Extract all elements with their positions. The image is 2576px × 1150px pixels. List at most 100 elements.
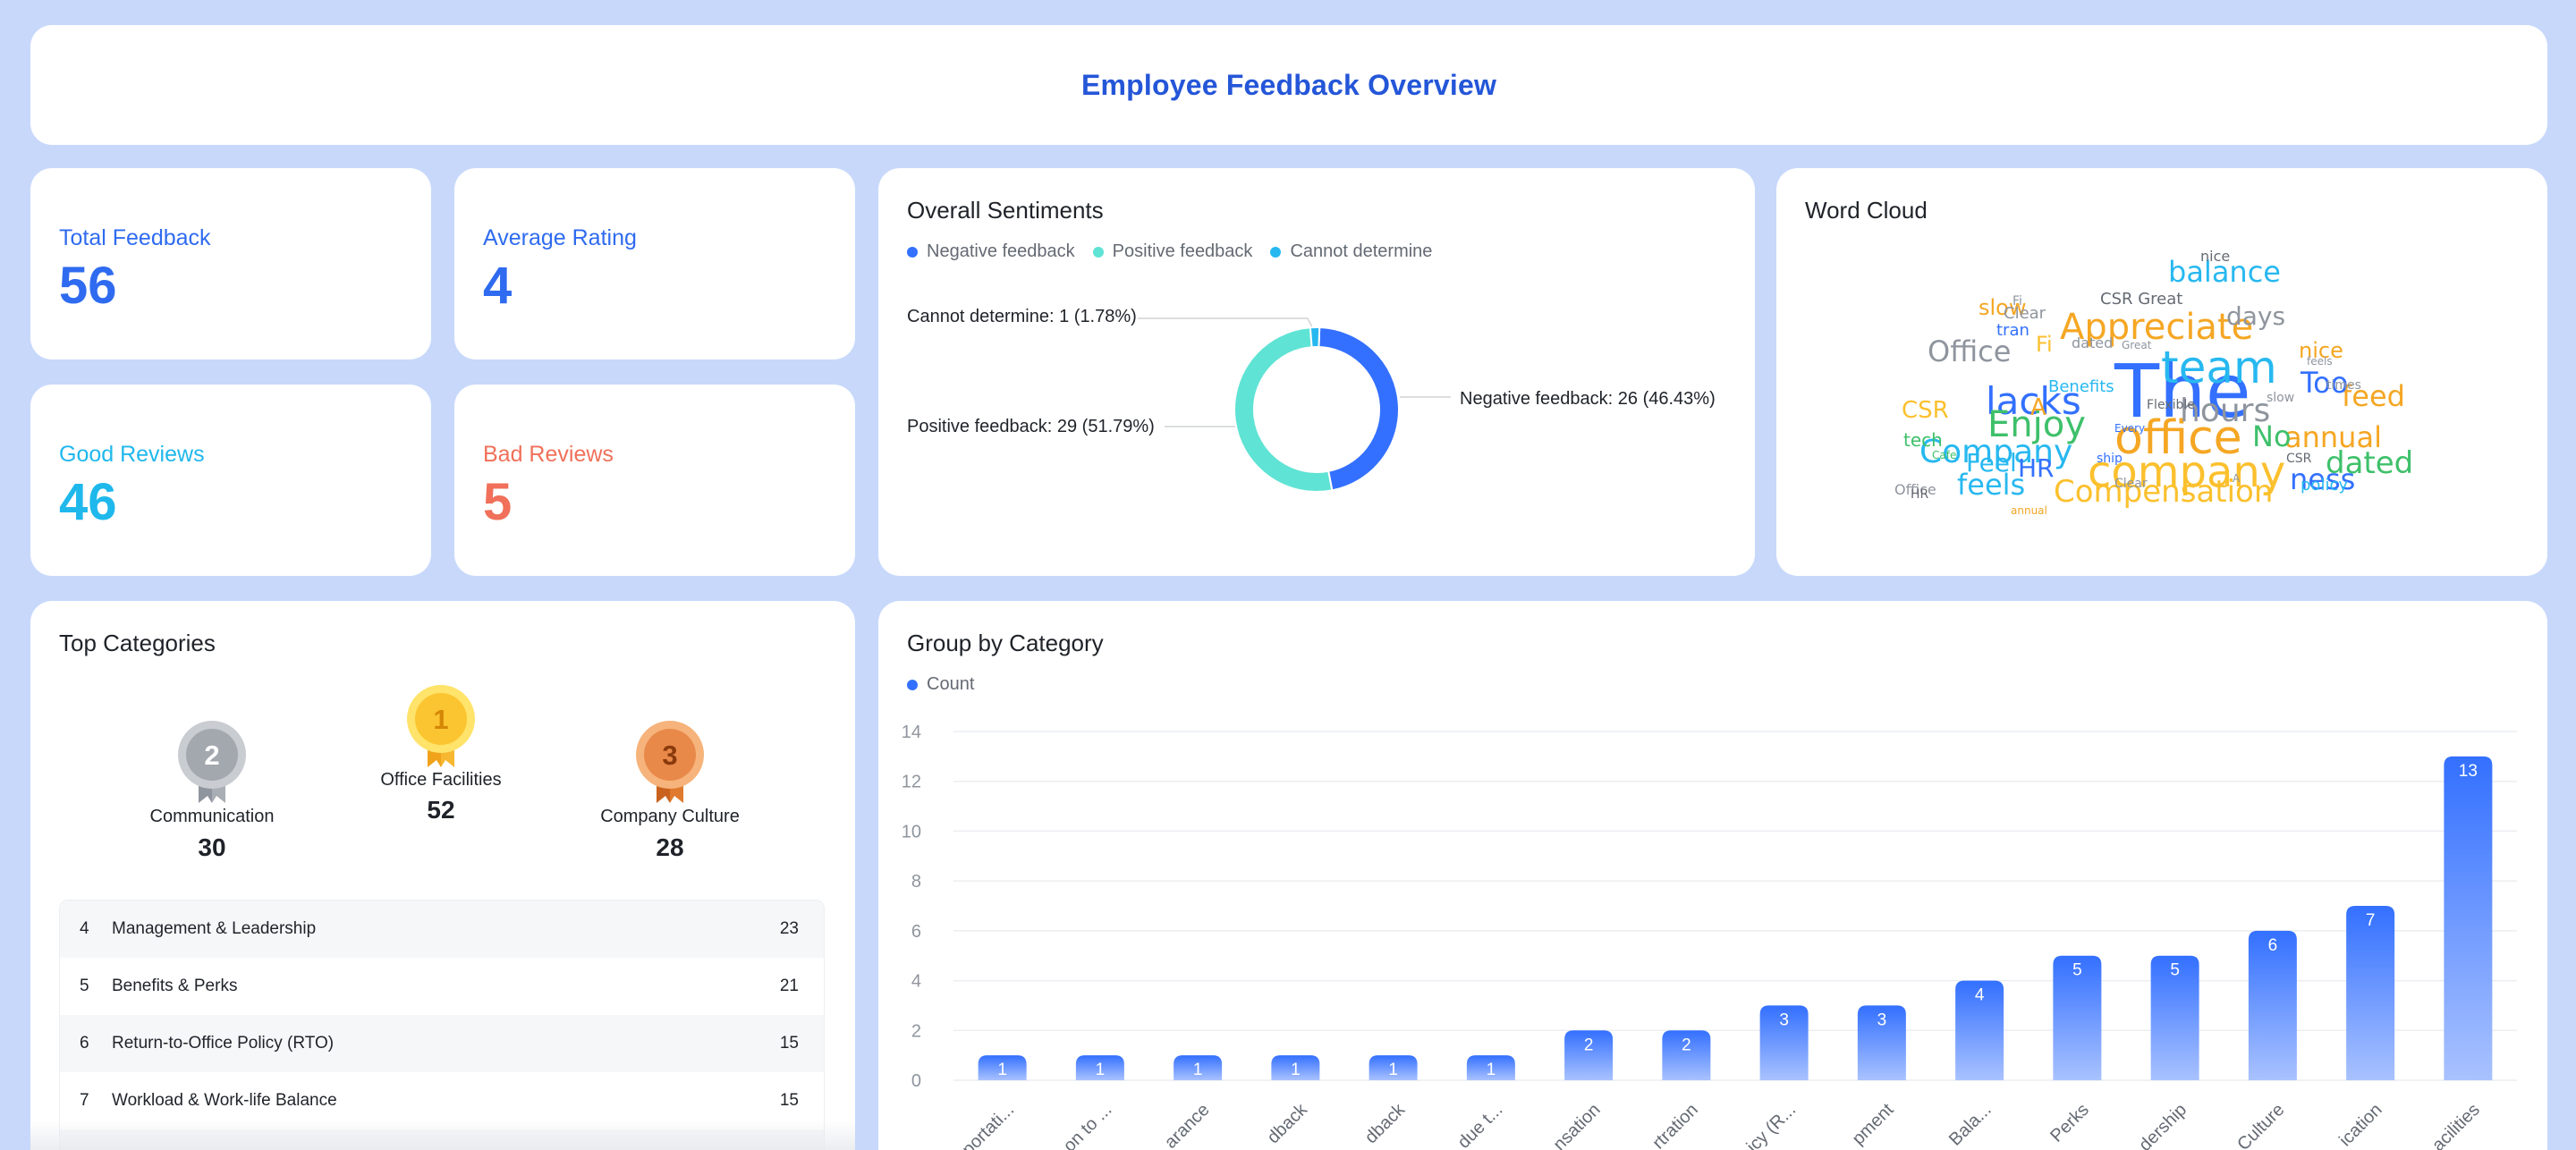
word-cloud-word: nice: [2299, 338, 2343, 363]
bar[interactable]: [1759, 1005, 1809, 1080]
word-cloud-word: Enjoy: [1987, 404, 2086, 445]
word-cloud-word: Office: [1894, 481, 1936, 498]
word-cloud-word: annual: [2284, 420, 2382, 454]
bar-value-label: 5: [2072, 961, 2082, 980]
pie-slice-positive-feedback[interactable]: [1233, 326, 1334, 493]
word-cloud-word: feed: [2342, 379, 2405, 413]
good-reviews-card: Good Reviews 46: [30, 385, 431, 576]
word-cloud-word: balance: [2168, 255, 2281, 289]
y-tick-label: 4: [911, 972, 921, 992]
y-tick-label: 14: [902, 723, 921, 742]
bar-value-label: 1: [1291, 1061, 1301, 1079]
x-tick-label: dback: [1361, 1099, 1410, 1147]
legend-dot: [1270, 246, 1282, 258]
y-tick-label: 12: [902, 773, 921, 792]
x-tick-label: on to ...: [1060, 1100, 1116, 1150]
word-cloud-word: ness: [2290, 462, 2356, 496]
card-title: Top Categories: [59, 630, 216, 656]
word-cloud-word: Fi: [2036, 332, 2053, 357]
x-tick-label: acilities: [2428, 1100, 2484, 1150]
bar-value-label: 5: [2170, 961, 2180, 980]
legend-item-positive[interactable]: Positive feedback: [1092, 241, 1252, 262]
word-cloud-word: annual: [2011, 504, 2047, 517]
word-cloud-word: dated: [2326, 445, 2414, 481]
word-cloud-word: HR: [2018, 453, 2055, 483]
x-tick-label: due t...: [1454, 1100, 1507, 1150]
bar-value-label: 3: [1779, 1010, 1789, 1029]
word-cloud-word: tran: [1996, 321, 2029, 340]
word-cloud-word: office: [2114, 411, 2242, 465]
bar[interactable]: [1466, 1055, 1515, 1080]
bar[interactable]: [978, 1055, 1027, 1080]
word-cloud: The office company team Company Compensation A…: [1776, 168, 2547, 576]
bar[interactable]: [1271, 1055, 1320, 1080]
x-tick-label: nsation: [1549, 1100, 1604, 1150]
x-tick-label: Culture: [2233, 1100, 2288, 1150]
podium-value: 52: [427, 796, 455, 824]
bar[interactable]: [2346, 906, 2395, 1080]
bar-value-label: 1: [997, 1061, 1007, 1079]
pie-label-cannot: Cannot determine: 1 (1.78%): [907, 307, 1137, 326]
sentiment-donut-chart: [1138, 317, 1451, 493]
row-rank: 5: [80, 977, 89, 995]
word-cloud-word: Cafe: [1932, 449, 1957, 461]
y-tick-label: 2: [911, 1021, 921, 1041]
word-cloud-word: dated: [2072, 334, 2114, 351]
silver-medal-icon: 2: [178, 721, 246, 803]
bar[interactable]: [1174, 1055, 1223, 1080]
word-cloud-word: A: [2030, 394, 2046, 421]
word-cloud-word: Company: [1919, 434, 2073, 470]
bar[interactable]: [1857, 1005, 1906, 1080]
pie-slice-negative-feedback[interactable]: [1318, 326, 1400, 492]
word-cloud-word: Great: [2122, 339, 2152, 351]
word-cloud-word: team: [2161, 342, 2277, 393]
average-rating-card: Average Rating 4: [454, 168, 855, 359]
x-tick-label: dership: [2135, 1100, 2190, 1150]
bar[interactable]: [1368, 1055, 1418, 1080]
stat-value: 4: [483, 257, 513, 315]
row-rank: 6: [80, 1034, 89, 1053]
y-tick-label: 6: [911, 922, 921, 942]
legend-item-count[interactable]: Count: [907, 674, 974, 695]
word-cloud-word: Office: [1928, 334, 2012, 368]
legend-dot: [907, 246, 918, 258]
word-cloud-word: Compensation: [2054, 474, 2274, 510]
word-cloud-word: company: [2088, 447, 2286, 497]
bar-value-label: 2: [1584, 1036, 1594, 1054]
bar-value-label: 1: [1388, 1061, 1398, 1079]
table-row[interactable]: 5 Benefits & Perks 21: [60, 958, 824, 1015]
bar[interactable]: [1955, 980, 2004, 1080]
scroll-fade: [30, 1120, 855, 1150]
podium-value: 30: [198, 833, 226, 861]
word-cloud-word: feels: [1957, 468, 2026, 502]
word-cloud-word: CSR Great: [2100, 290, 2183, 309]
bar[interactable]: [1075, 1055, 1124, 1080]
bar[interactable]: [2053, 955, 2102, 1080]
table-row[interactable]: 4 Management & Leadership 23: [60, 901, 824, 958]
bar-value-label: 1: [1096, 1061, 1106, 1079]
word-cloud-word: policy: [2301, 476, 2348, 495]
word-cloud-word: Clear: [2114, 477, 2148, 491]
bar[interactable]: [1662, 1030, 1711, 1080]
card-title: Word Cloud: [1805, 197, 1928, 224]
word-cloud-word: lacks: [1986, 379, 2081, 423]
word-cloud-word: The: [2114, 350, 2251, 435]
y-tick-label: 10: [902, 822, 921, 841]
legend-item-cannot[interactable]: Cannot determine: [1270, 241, 1432, 262]
bar[interactable]: [2444, 756, 2493, 1080]
row-count: 15: [779, 1091, 799, 1110]
word-cloud-word: HR: [1911, 487, 1929, 502]
category-table: 4 Management & Leadership 23 5 Benefits …: [59, 900, 825, 1150]
pie-slice-cannot-determine[interactable]: [1309, 326, 1321, 349]
legend-item-negative[interactable]: Negative feedback: [907, 241, 1075, 262]
table-row[interactable]: 6 Return-to-Office Policy (RTO) 15: [60, 1015, 824, 1072]
word-cloud-word: feels: [2307, 355, 2333, 368]
word-cloud-word: tech: [1903, 429, 1943, 451]
podium-name: Communication: [149, 807, 275, 826]
bar-value-label: 13: [2459, 762, 2478, 781]
bar[interactable]: [2248, 930, 2297, 1080]
x-tick-label: Perks: [2046, 1100, 2093, 1146]
bar[interactable]: [2150, 955, 2199, 1080]
bar-value-label: 3: [1877, 1010, 1887, 1029]
bar[interactable]: [1564, 1030, 1614, 1080]
